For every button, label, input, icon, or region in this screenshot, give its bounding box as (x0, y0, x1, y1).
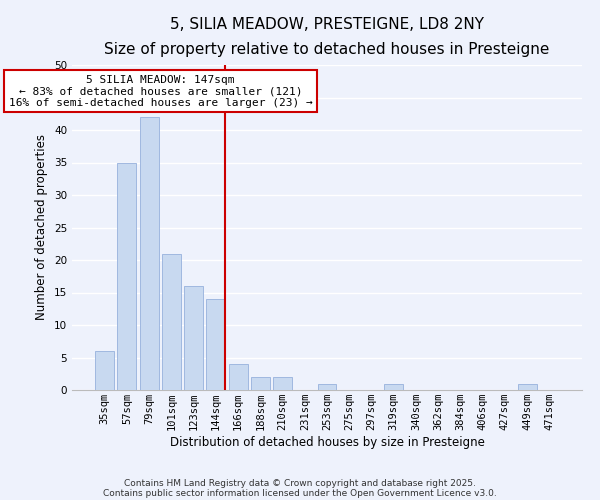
Bar (273, 377, 292, 390)
Bar (229, 364, 248, 390)
Bar (518, 384, 536, 390)
Bar (184, 286, 203, 390)
Text: 5 SILIA MEADOW: 147sqm
← 83% of detached houses are smaller (121)
16% of semi-de: 5 SILIA MEADOW: 147sqm ← 83% of detached… (8, 74, 313, 108)
Text: Contains public sector information licensed under the Open Government Licence v3: Contains public sector information licen… (103, 488, 497, 498)
Bar (251, 377, 270, 390)
X-axis label: Distribution of detached houses by size in Presteigne: Distribution of detached houses by size … (170, 436, 484, 449)
Bar (95, 351, 114, 390)
Bar (206, 299, 225, 390)
Bar (317, 384, 337, 390)
Y-axis label: Number of detached properties: Number of detached properties (35, 134, 49, 320)
Text: Contains HM Land Registry data © Crown copyright and database right 2025.: Contains HM Land Registry data © Crown c… (124, 478, 476, 488)
Bar (162, 254, 181, 390)
Title: 5, SILIA MEADOW, PRESTEIGNE, LD8 2NY
Size of property relative to detached house: 5, SILIA MEADOW, PRESTEIGNE, LD8 2NY Siz… (104, 18, 550, 57)
Bar (384, 384, 403, 390)
Bar (140, 117, 158, 390)
Bar (118, 162, 136, 390)
